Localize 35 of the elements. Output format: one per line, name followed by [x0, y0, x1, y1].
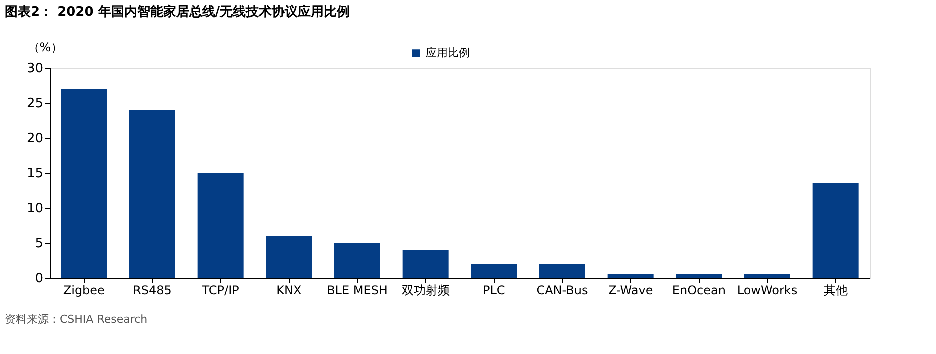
x-tick-label: Z-Wave [608, 284, 654, 298]
y-tick-label: 15 [26, 166, 44, 182]
bar [608, 274, 654, 278]
legend-label: 应用比例 [426, 46, 470, 60]
y-axis-title: （%） [28, 40, 64, 54]
x-tick-label: CAN-Bus [536, 284, 588, 298]
bar [402, 250, 449, 278]
bar [130, 110, 176, 278]
bar [471, 264, 518, 278]
bar [198, 173, 244, 278]
bar [540, 264, 586, 278]
x-tick-label: LowWorks [737, 284, 798, 298]
chart-title: 图表2： 2020 年国内智能家居总线/无线技术协议应用比例 [5, 4, 350, 20]
x-tick-label: BLE MESH [327, 284, 388, 298]
y-tick-label: 30 [26, 62, 44, 76]
bar [334, 243, 380, 278]
text: 资料来源：CSHIA Research [5, 313, 148, 326]
bar [744, 274, 790, 278]
y-tick-label: 10 [26, 202, 44, 216]
y-tick-label: 0 [35, 272, 44, 286]
bar [61, 89, 108, 278]
bar [266, 236, 312, 278]
x-tick-label: TCP/IP [201, 284, 240, 298]
x-tick-label: RS485 [133, 284, 172, 298]
x-tick-label: Zigbee [63, 284, 105, 298]
y-tick-label: 5 [35, 236, 44, 252]
x-tick-label: 双功射频 [402, 284, 450, 298]
x-tick-label: 其他 [824, 284, 848, 298]
y-tick-label: 25 [26, 96, 44, 112]
x-tick-label: PLC [483, 284, 506, 298]
bar [676, 274, 722, 278]
x-tick-label: EnOcean [672, 284, 726, 298]
x-tick-label: KNX [276, 284, 302, 298]
y-tick-label: 20 [26, 132, 44, 146]
bar [812, 184, 859, 278]
